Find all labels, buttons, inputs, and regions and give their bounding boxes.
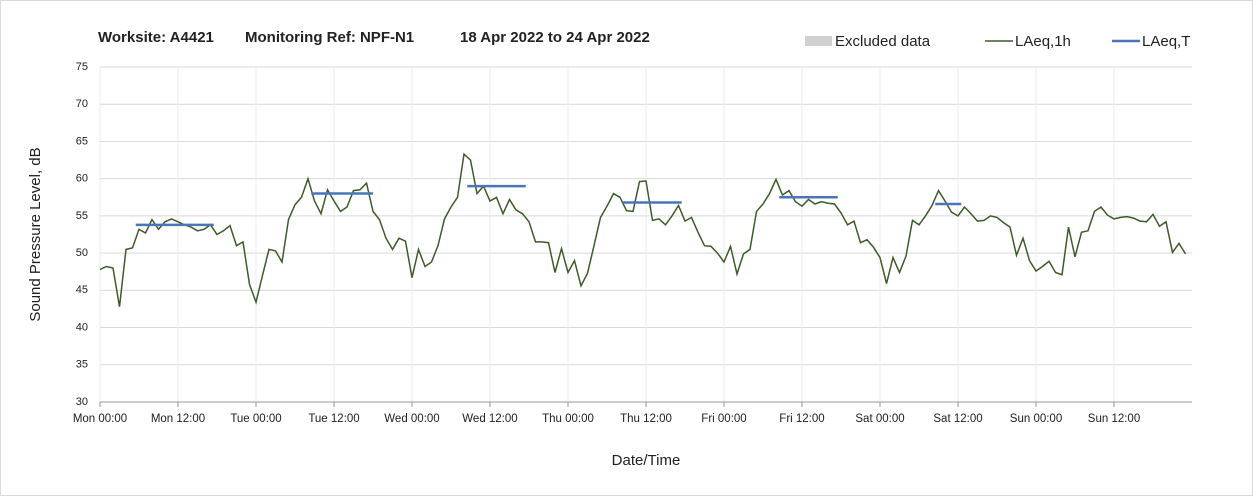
y-tick-label: 55 [76,210,88,222]
x-tick-label: Fri 00:00 [701,413,746,425]
y-tick-label: 35 [76,359,88,371]
y-tick-label: 70 [76,98,88,110]
y-tick-label: 40 [76,321,88,333]
x-axis-label: Date/Time [612,452,681,469]
x-tick-label: Wed 12:00 [462,413,517,425]
chart-title: Worksite: A4421 [98,29,214,46]
y-tick-label: 45 [76,284,88,296]
y-tick-label: 50 [76,247,88,259]
y-tick-label: 60 [76,173,88,185]
y-tick-label: 30 [76,396,88,408]
x-tick-label: Sun 00:00 [1010,413,1062,425]
y-tick-label: 75 [76,61,88,73]
data-line [99,152,1187,307]
x-tick-label: Thu 00:00 [542,413,594,425]
x-tick-label: Thu 12:00 [620,413,672,425]
x-tick-label: Wed 00:00 [384,413,439,425]
legend-swatch [805,36,832,46]
x-tick-label: Sat 00:00 [855,413,904,425]
x-tick-label: Tue 00:00 [230,413,281,425]
chart-title: Monitoring Ref: NPF-N1 [245,29,414,46]
x-tick-label: Fri 12:00 [779,413,824,425]
y-tick-label: 65 [76,135,88,147]
legend-label: Excluded data [835,33,931,50]
legend-label: LAeq,1h [1015,33,1071,50]
x-tick-label: Tue 12:00 [308,413,359,425]
x-tick-label: Sun 12:00 [1088,413,1140,425]
x-tick-label: Mon 12:00 [151,413,205,425]
x-tick-label: Sat 12:00 [933,413,982,425]
y-axis-label: Sound Pressure Level, dB [27,147,44,321]
legend-label: LAeq,T [1142,33,1190,50]
x-tick-label: Mon 00:00 [73,413,127,425]
chart-title: 18 Apr 2022 to 24 Apr 2022 [460,29,650,46]
